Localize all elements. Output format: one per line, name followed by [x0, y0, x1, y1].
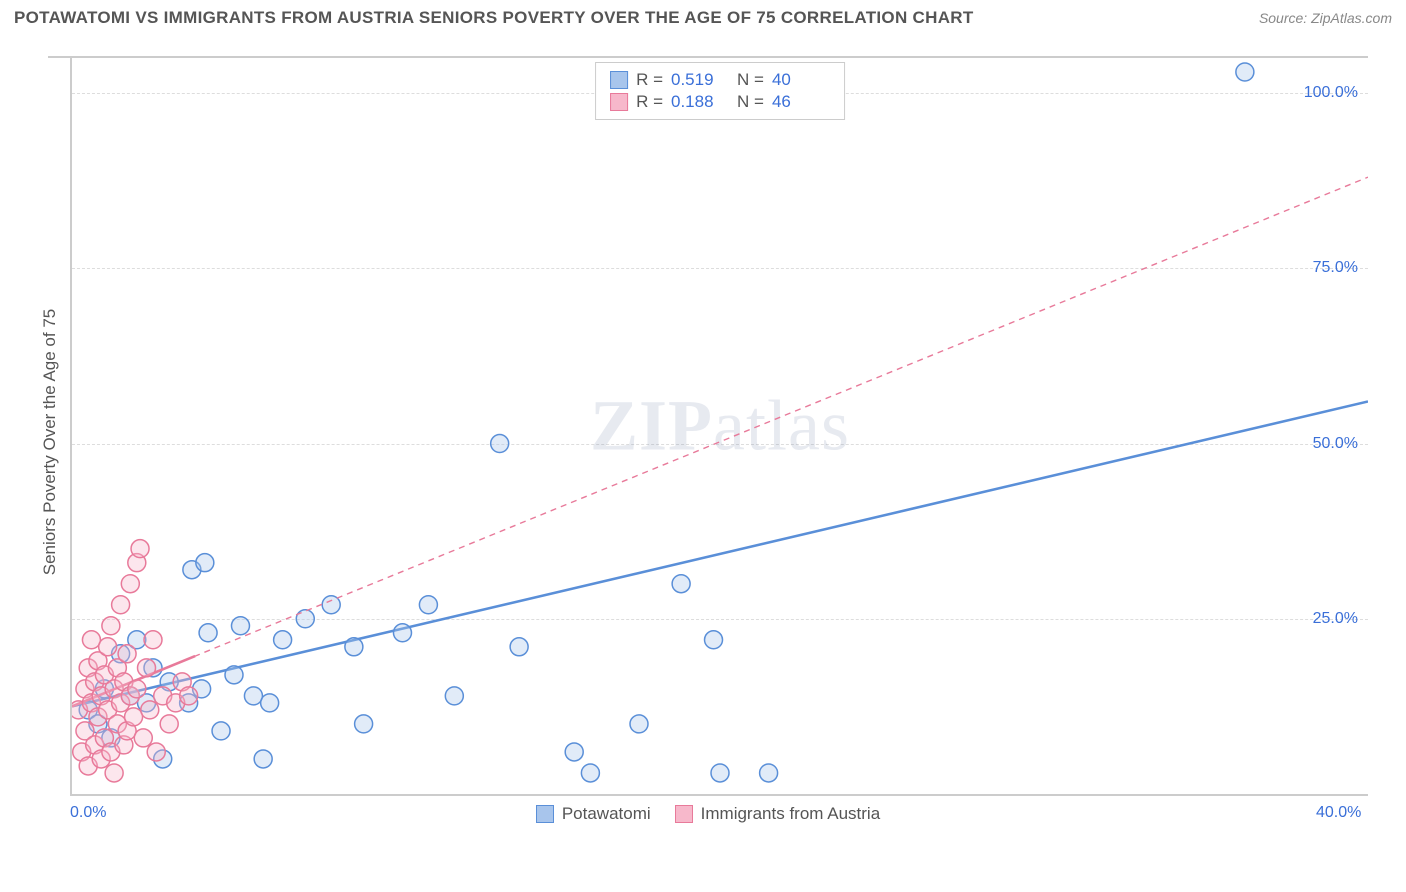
data-point-austria: [134, 729, 152, 747]
legend-stats-row: R = 0.519 N = 40: [610, 70, 830, 90]
source-label: Source: ZipAtlas.com: [1259, 10, 1392, 26]
data-point-potawatomi: [296, 610, 314, 628]
data-point-potawatomi: [212, 722, 230, 740]
data-point-potawatomi: [345, 638, 363, 656]
data-point-potawatomi: [581, 764, 599, 782]
data-point-potawatomi: [760, 764, 778, 782]
data-point-potawatomi: [445, 687, 463, 705]
data-point-potawatomi: [510, 638, 528, 656]
data-point-potawatomi: [196, 554, 214, 572]
data-point-potawatomi: [355, 715, 373, 733]
data-point-austria: [144, 631, 162, 649]
chart-title: POTAWATOMI VS IMMIGRANTS FROM AUSTRIA SE…: [14, 8, 974, 28]
chart-area: Seniors Poverty Over the Age of 75 ZIPat…: [48, 56, 1368, 826]
legend-swatch-potawatomi: [610, 71, 628, 89]
data-point-austria: [160, 715, 178, 733]
legend-item-austria: Immigrants from Austria: [675, 804, 881, 824]
data-point-potawatomi: [261, 694, 279, 712]
data-point-potawatomi: [565, 743, 583, 761]
data-point-austria: [82, 631, 100, 649]
data-point-potawatomi: [274, 631, 292, 649]
data-point-potawatomi: [672, 575, 690, 593]
trend-line-austria: [72, 177, 1368, 706]
data-point-potawatomi: [225, 666, 243, 684]
data-point-potawatomi: [254, 750, 272, 768]
data-point-austria: [118, 645, 136, 663]
data-point-austria: [138, 659, 156, 677]
data-point-potawatomi: [199, 624, 217, 642]
chart-header: POTAWATOMI VS IMMIGRANTS FROM AUSTRIA SE…: [14, 8, 1392, 28]
legend-n-label: N =: [737, 92, 764, 112]
legend-n-value-potawatomi: 40: [772, 70, 830, 90]
scatter-svg: [72, 58, 1368, 794]
data-point-austria: [180, 687, 198, 705]
legend-swatch-potawatomi: [536, 805, 554, 823]
data-point-potawatomi: [491, 435, 509, 453]
y-axis-title: Seniors Poverty Over the Age of 75: [40, 309, 60, 575]
legend-r-label: R =: [636, 92, 663, 112]
data-point-austria: [125, 708, 143, 726]
data-point-potawatomi: [630, 715, 648, 733]
data-point-austria: [128, 680, 146, 698]
data-point-austria: [102, 617, 120, 635]
legend-stats: R = 0.519 N = 40 R = 0.188 N = 46: [595, 62, 845, 120]
legend-stats-row: R = 0.188 N = 46: [610, 92, 830, 112]
data-point-austria: [112, 596, 130, 614]
legend-r-value-austria: 0.188: [671, 92, 729, 112]
legend-series: Potawatomi Immigrants from Austria: [48, 804, 1368, 824]
legend-item-potawatomi: Potawatomi: [536, 804, 651, 824]
legend-r-label: R =: [636, 70, 663, 90]
legend-n-label: N =: [737, 70, 764, 90]
data-point-potawatomi: [711, 764, 729, 782]
data-point-potawatomi: [393, 624, 411, 642]
data-point-austria: [121, 575, 139, 593]
data-point-potawatomi: [705, 631, 723, 649]
data-point-potawatomi: [1236, 63, 1254, 81]
data-point-austria: [105, 764, 123, 782]
data-point-potawatomi: [419, 596, 437, 614]
data-point-potawatomi: [244, 687, 262, 705]
data-point-austria: [99, 638, 117, 656]
legend-label-austria: Immigrants from Austria: [701, 804, 881, 824]
trend-line-potawatomi: [72, 401, 1368, 706]
legend-r-value-potawatomi: 0.519: [671, 70, 729, 90]
legend-n-value-austria: 46: [772, 92, 830, 112]
data-point-austria: [147, 743, 165, 761]
legend-swatch-austria: [610, 93, 628, 111]
legend-label-potawatomi: Potawatomi: [562, 804, 651, 824]
plot-region: ZIPatlas R = 0.519 N = 40 R = 0.188 N = …: [70, 58, 1368, 796]
data-point-austria: [141, 701, 159, 719]
data-point-potawatomi: [231, 617, 249, 635]
legend-swatch-austria: [675, 805, 693, 823]
data-point-austria: [131, 540, 149, 558]
